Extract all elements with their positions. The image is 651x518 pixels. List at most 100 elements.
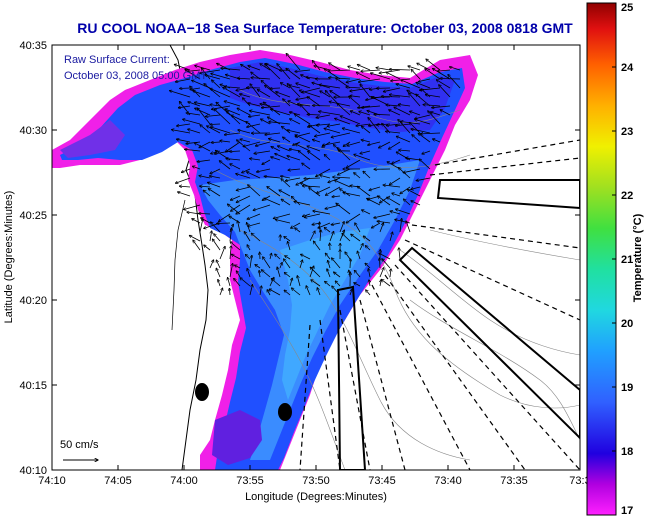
current-arrow [361, 70, 381, 71]
current-arrow [350, 111, 361, 116]
current-arrow [407, 189, 421, 197]
current-arrow [389, 232, 393, 242]
current-arrow [440, 110, 451, 116]
current-arrow [361, 126, 371, 134]
current-arrow [265, 132, 281, 135]
dashed-boundaries [299, 139, 580, 470]
current-arrow [307, 97, 321, 107]
current-arrow [436, 80, 451, 89]
current-arrow [426, 59, 441, 71]
current-arrow [433, 139, 441, 143]
current-arrow [343, 193, 361, 197]
colorbar-tick-label: 18 [621, 446, 633, 458]
current-arrow [340, 116, 361, 125]
current-arrow [230, 151, 241, 152]
current-arrow [381, 279, 391, 287]
current-arrow [270, 88, 281, 89]
y-tick-label: 40:30 [19, 125, 47, 137]
current-arrow [189, 235, 201, 242]
current-arrow [437, 70, 451, 71]
current-arrow [279, 262, 282, 269]
current-arrow [175, 177, 191, 183]
current-arrow [324, 154, 331, 161]
current-arrow [351, 234, 361, 242]
current-arrow [243, 141, 261, 147]
current-arrow [247, 172, 261, 179]
current-arrow [178, 192, 191, 197]
current-arrow [295, 144, 311, 152]
current-arrow [423, 105, 441, 106]
current-arrow [211, 127, 231, 134]
current-arrow [357, 65, 371, 71]
current-arrow [411, 129, 431, 134]
current-arrow [362, 210, 371, 215]
current-arrow [275, 220, 291, 224]
current-arrow [365, 246, 371, 251]
current-arrow [337, 148, 351, 161]
current-arrow [205, 114, 221, 117]
current-arrow [346, 78, 361, 82]
current-arrow [399, 150, 411, 151]
current-arrow [396, 84, 411, 89]
y-axis-label: Latitude (Degrees:Minutes) [3, 191, 15, 324]
current-arrow [348, 66, 361, 71]
current-arrow [363, 171, 371, 179]
current-arrow [210, 124, 221, 125]
current-arrow [299, 260, 303, 269]
current-arrow [337, 103, 351, 116]
current-arrow [237, 140, 251, 152]
current-arrow [389, 177, 401, 185]
current-arrow [287, 156, 301, 161]
current-arrow [279, 190, 291, 197]
current-arrow [220, 141, 231, 142]
current-arrow [192, 166, 201, 170]
current-arrow [199, 176, 211, 179]
current-arrow [257, 90, 271, 98]
current-arrow [392, 193, 401, 197]
solid-zones [336, 179, 580, 470]
colorbar-tick-label: 21 [621, 254, 633, 266]
coastline-3 [171, 199, 186, 331]
current-arrow [349, 289, 352, 296]
current-arrow [350, 87, 371, 91]
current-arrow [261, 270, 271, 278]
current-arrow [359, 243, 363, 251]
current-arrow [193, 240, 201, 251]
current-arrow [449, 67, 461, 71]
current-arrow [338, 168, 351, 175]
current-arrow [285, 256, 291, 260]
current-arrow [271, 157, 281, 161]
current-arrow [440, 79, 461, 80]
current-arrow [350, 259, 351, 269]
current-arrow [269, 139, 281, 143]
current-arrow [349, 96, 361, 107]
current-arrow [248, 103, 261, 107]
current-arrow [368, 118, 381, 134]
current-arrow [312, 140, 321, 143]
current-arrow [418, 78, 431, 82]
current-arrow [354, 270, 361, 278]
current-arrow [365, 263, 371, 269]
current-arrow [313, 106, 331, 107]
colorbar-tick-label: 22 [621, 190, 633, 202]
current-arrow [214, 109, 231, 125]
current-arrow [201, 68, 211, 80]
current-arrow [212, 239, 221, 251]
current-arrow [287, 130, 301, 134]
current-arrow [230, 242, 241, 251]
colorbar-label: Temperature (°C) [632, 213, 644, 302]
current-arrow [234, 278, 241, 287]
current-arrow [408, 66, 421, 71]
current-arrow [297, 104, 311, 107]
current-arrow [211, 222, 221, 233]
current-arrow [307, 114, 321, 115]
current-arrow [291, 288, 301, 296]
colorbar-tick-label: 20 [621, 318, 633, 330]
current-arrow [230, 164, 241, 170]
current-arrow [247, 213, 261, 219]
current-arrow [208, 189, 221, 197]
annotation-line2: October 03, 2008 05:00 GMT [64, 70, 207, 82]
current-arrow [224, 132, 241, 135]
current-arrow [399, 218, 402, 233]
